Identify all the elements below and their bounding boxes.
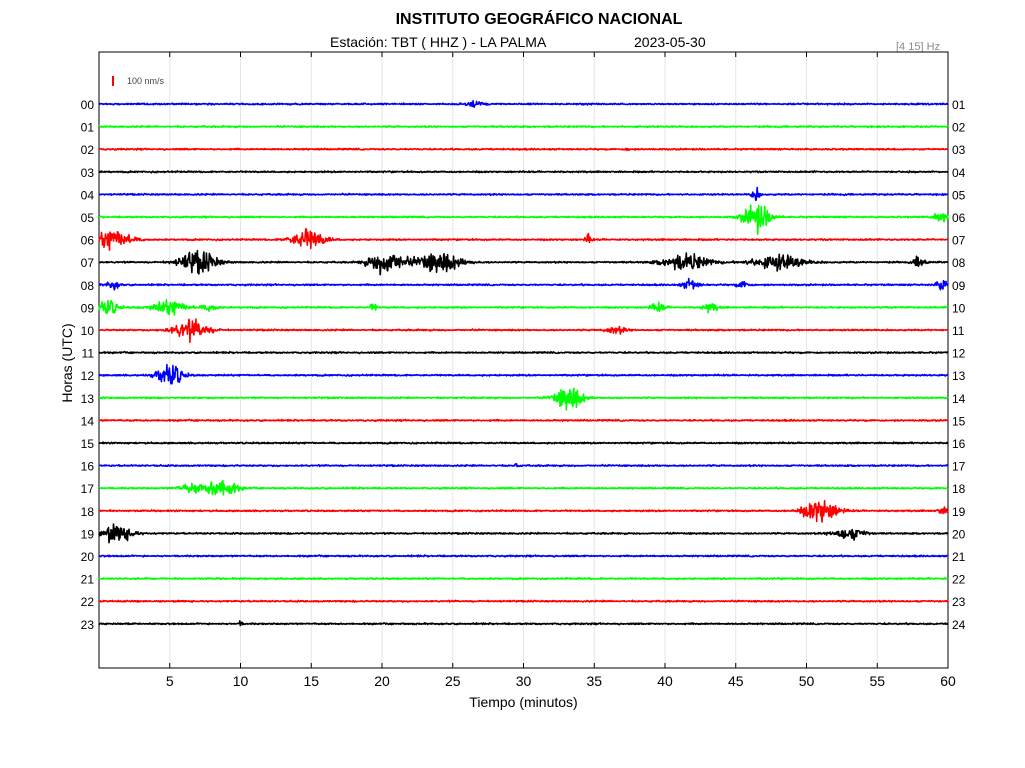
hour-label-right: 19 (952, 505, 966, 519)
hour-label-left: 11 (82, 347, 95, 361)
x-tick-label: 40 (657, 673, 673, 689)
trace-line (98, 599, 949, 603)
x-tick-label: 15 (303, 673, 319, 689)
trace-line (98, 299, 949, 316)
x-tick-label: 30 (516, 673, 532, 689)
hour-label-left: 23 (81, 618, 95, 632)
hour-label-left: 01 (81, 121, 95, 135)
trace-line (98, 186, 949, 201)
hour-label-left: 02 (81, 143, 95, 157)
scale-label: 100 nm/s (127, 76, 165, 86)
trace-line (98, 620, 949, 627)
trace-line (98, 462, 949, 468)
hour-label-right: 11 (952, 324, 965, 338)
hour-label-left: 21 (81, 573, 95, 587)
trace-line (98, 277, 949, 291)
trace-line (98, 363, 949, 385)
hour-label-left: 20 (81, 550, 95, 564)
hour-label-right: 10 (952, 301, 966, 315)
y-axis-label: Horas (UTC) (59, 323, 75, 402)
hour-label-left: 12 (81, 369, 95, 383)
hour-label-right: 12 (952, 347, 966, 361)
hour-label-right: 05 (952, 188, 966, 202)
hour-label-right: 04 (952, 166, 966, 180)
hour-label-left: 22 (81, 595, 95, 609)
hour-label-left: 13 (81, 392, 95, 406)
hour-label-right: 20 (952, 527, 966, 541)
hour-label-left: 16 (81, 460, 95, 474)
trace-line (98, 418, 949, 423)
chart-title: INSTITUTO GEOGRÁFICO NACIONAL (395, 11, 683, 28)
trace-line (98, 204, 949, 235)
hour-label-left: 06 (81, 234, 95, 248)
x-axis-label: Tiempo (minutos) (469, 694, 577, 710)
hour-label-right: 22 (952, 573, 966, 587)
hour-label-right: 07 (952, 234, 966, 248)
hour-label-left: 03 (81, 166, 95, 180)
hour-label-right: 17 (952, 460, 966, 474)
hour-label-left: 07 (81, 256, 95, 270)
hour-label-left: 18 (81, 505, 95, 519)
hour-label-right: 02 (952, 121, 966, 135)
hour-label-left: 08 (81, 279, 95, 293)
frequency-band-label: [4 15] Hz (896, 41, 941, 53)
hour-label-left: 14 (81, 414, 95, 428)
hour-label-right: 03 (952, 143, 966, 157)
trace-line (98, 441, 949, 445)
trace-line (98, 499, 949, 523)
hour-label-right: 18 (952, 482, 966, 496)
hour-label-left: 05 (81, 211, 95, 225)
hour-label-right: 06 (952, 211, 966, 225)
x-tick-label: 10 (233, 673, 249, 689)
trace-line (98, 350, 949, 355)
x-tick-label: 20 (374, 673, 390, 689)
hour-label-left: 04 (81, 188, 95, 202)
trace-line (98, 124, 949, 129)
x-tick-label: 45 (728, 673, 744, 689)
hour-label-left: 17 (81, 482, 95, 496)
hour-label-left: 09 (81, 301, 95, 315)
hour-label-left: 19 (81, 527, 95, 541)
hour-label-right: 21 (952, 550, 966, 564)
hour-label-right: 24 (952, 618, 966, 632)
hour-label-right: 23 (952, 595, 966, 609)
x-tick-label: 55 (869, 673, 885, 689)
hour-label-right: 15 (952, 414, 966, 428)
trace-line (98, 249, 949, 276)
trace-line (98, 479, 949, 496)
hour-label-right: 09 (952, 279, 966, 293)
hour-label-right: 13 (952, 369, 966, 383)
hour-label-right: 08 (952, 256, 966, 270)
hour-label-left: 10 (81, 324, 95, 338)
trace-line (98, 170, 949, 174)
trace-line (98, 523, 949, 544)
hour-label-left: 00 (81, 98, 95, 112)
trace-line (98, 387, 949, 411)
trace-line (98, 99, 949, 108)
trace-line (98, 576, 949, 581)
trace-line (98, 228, 949, 251)
x-tick-label: 60 (940, 673, 956, 689)
station-label: Estación: TBT ( HHZ ) - LA PALMA (330, 34, 547, 50)
date-label: 2023-05-30 (634, 34, 706, 50)
hour-label-right: 01 (952, 98, 966, 112)
x-tick-label: 25 (445, 673, 461, 689)
hour-label-right: 14 (952, 392, 966, 406)
hour-label-left: 15 (81, 437, 95, 451)
trace-line (98, 554, 949, 558)
x-tick-label: 35 (586, 673, 602, 689)
x-tick-label: 5 (166, 673, 174, 689)
trace-line (98, 318, 949, 343)
x-tick-label: 50 (799, 673, 815, 689)
trace-line (98, 147, 949, 152)
hour-label-right: 16 (952, 437, 966, 451)
